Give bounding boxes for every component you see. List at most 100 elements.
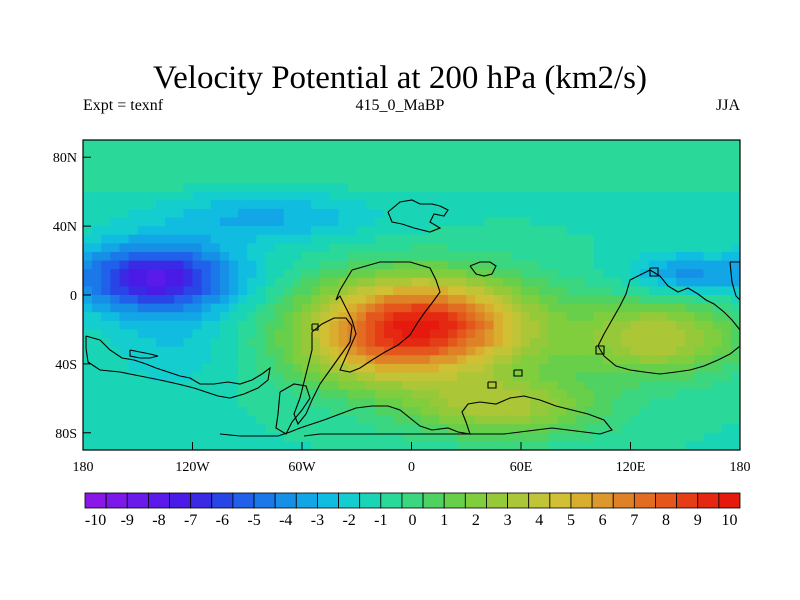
field-cell	[539, 226, 549, 236]
field-cell	[183, 183, 194, 193]
field-cell	[238, 355, 248, 365]
field-cell	[475, 157, 486, 167]
field-cell	[721, 234, 732, 244]
field-cell	[639, 260, 650, 270]
field-cell	[256, 398, 267, 408]
field-cell	[402, 191, 413, 201]
field-cell	[621, 183, 632, 193]
field-cell	[229, 269, 239, 279]
field-cell	[603, 234, 613, 244]
field-cell	[557, 303, 568, 313]
field-cell	[137, 200, 148, 210]
field-cell	[475, 329, 486, 339]
field-cell	[338, 251, 349, 262]
field-cell	[183, 338, 194, 348]
field-cell	[238, 148, 248, 158]
field-cell	[603, 277, 613, 287]
field-cell	[146, 372, 157, 382]
field-cell	[730, 346, 740, 356]
field-cell	[101, 320, 111, 331]
field-cell	[584, 398, 595, 408]
field-cell	[302, 303, 312, 313]
field-cell	[210, 389, 221, 399]
field-cell	[174, 234, 184, 244]
field-cell	[548, 381, 559, 391]
field-cell	[329, 208, 340, 219]
colorbar-label: 9	[694, 512, 702, 529]
field-cell	[475, 140, 486, 150]
field-cell	[411, 338, 422, 348]
field-cell	[265, 441, 276, 450]
field-cell	[384, 424, 394, 434]
field-cell	[530, 269, 540, 279]
field-cell	[219, 140, 230, 150]
field-cell	[721, 406, 732, 417]
field-cell	[639, 406, 650, 417]
field-cell	[530, 424, 540, 434]
field-cell	[657, 277, 668, 287]
field-cell	[511, 381, 522, 391]
field-cell	[201, 286, 212, 296]
field-cell	[411, 372, 422, 382]
field-cell	[594, 398, 604, 408]
field-cell	[730, 363, 740, 374]
field-cell	[146, 363, 157, 374]
field-cell	[365, 424, 376, 434]
field-cell	[530, 200, 540, 210]
field-cell	[694, 432, 705, 442]
field-cell	[712, 277, 723, 287]
field-cell	[530, 277, 540, 287]
field-cell	[484, 217, 495, 227]
colorbar-swatch	[211, 492, 234, 509]
field-cell	[119, 338, 130, 348]
field-cell	[210, 260, 221, 270]
field-cell	[201, 432, 212, 442]
field-cell	[320, 320, 330, 331]
field-cell	[511, 277, 522, 287]
field-cell	[174, 226, 184, 236]
colorbar-label: 10	[721, 512, 737, 529]
field-cell	[320, 295, 330, 305]
field-cell	[302, 157, 312, 167]
field-cell	[83, 277, 93, 287]
field-cell	[657, 208, 668, 219]
field-cell	[667, 183, 677, 193]
field-cell	[210, 174, 221, 184]
field-cell	[712, 338, 723, 348]
field-cell	[438, 389, 449, 399]
field-cell	[292, 320, 303, 331]
field-cell	[146, 200, 157, 210]
field-cell	[575, 191, 586, 201]
colorbar-label: 7	[630, 512, 638, 529]
field-cell	[694, 363, 705, 374]
field-cell	[92, 303, 102, 313]
field-cell	[119, 157, 130, 167]
field-cell	[603, 200, 613, 210]
colorbar-label: -3	[311, 512, 324, 529]
field-cell	[201, 389, 212, 399]
field-cell	[165, 243, 175, 253]
field-cell	[630, 140, 641, 150]
field-cell	[685, 320, 695, 331]
field-cell	[156, 346, 166, 356]
field-cell	[338, 329, 349, 339]
field-cell	[101, 148, 111, 158]
field-cell	[83, 415, 93, 425]
field-cell	[393, 441, 403, 450]
coastline-asia-east	[729, 261, 740, 301]
field-cell	[110, 148, 121, 158]
field-cell	[557, 338, 568, 348]
field-cell	[384, 381, 394, 391]
field-cell	[347, 432, 358, 442]
field-cell	[311, 183, 321, 193]
field-cell	[721, 226, 732, 236]
field-cell	[110, 234, 121, 244]
field-cell	[384, 148, 394, 158]
field-cell	[712, 381, 723, 391]
field-cell	[265, 243, 276, 253]
field-cell	[584, 174, 595, 184]
field-cell	[119, 346, 130, 356]
field-cell	[338, 303, 349, 313]
colorbar-swatch	[232, 492, 255, 509]
field-cell	[174, 424, 184, 434]
